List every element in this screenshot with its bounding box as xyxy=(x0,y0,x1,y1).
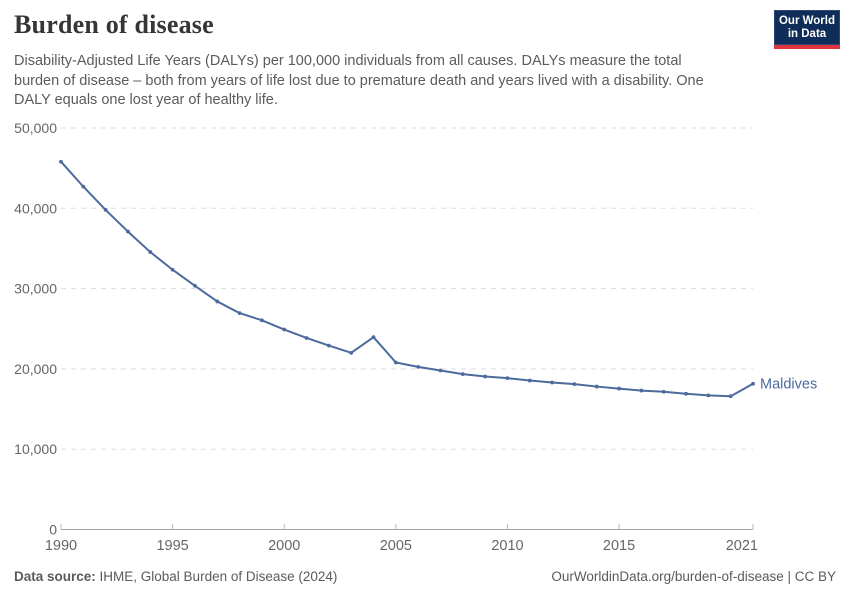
credit-text: OurWorldinData.org/burden-of-disease | C… xyxy=(551,569,836,584)
page-title: Burden of disease xyxy=(14,10,214,39)
data-point xyxy=(550,380,554,385)
data-point xyxy=(617,386,621,391)
data-point xyxy=(728,394,733,399)
data-point xyxy=(282,327,287,332)
logo-line-2: in Data xyxy=(787,28,827,40)
data-point xyxy=(483,374,488,379)
data-source-label: Data source: xyxy=(14,569,96,584)
y-tick-label: 30,000 xyxy=(14,281,57,297)
data-point xyxy=(193,283,197,288)
x-tick-label: 1995 xyxy=(156,538,188,554)
logo-line-1: Our World xyxy=(778,15,835,27)
y-tick-label: 20,000 xyxy=(14,361,57,377)
x-tick-label: 2010 xyxy=(491,538,523,554)
data-point xyxy=(59,159,63,164)
data-point xyxy=(260,318,264,323)
y-tick-label: 40,000 xyxy=(14,200,57,216)
chart-footer: Data source: IHME, Global Burden of Dise… xyxy=(14,569,836,584)
data-point xyxy=(572,382,577,387)
data-point xyxy=(81,184,86,189)
x-tick-label: 2000 xyxy=(268,538,300,554)
data-point xyxy=(371,335,376,340)
data-point xyxy=(103,208,108,212)
data-point xyxy=(170,267,175,272)
data-point xyxy=(594,384,599,389)
y-tick-label: 0 xyxy=(49,522,57,538)
subtitle-line: burden of disease – both from years of l… xyxy=(14,72,704,89)
line-chart-canvas: 0 10,000 20,000 30,000 40,000 50,000 1990 1995 2… xyxy=(14,120,817,554)
subtitle-line: DALY equals one lost year of healthy lif… xyxy=(14,92,278,108)
data-point xyxy=(416,364,421,369)
data-point xyxy=(237,311,242,315)
data-point xyxy=(126,229,130,234)
chart-subtitle: Disability-Adjusted Life Years (DALYs) p… xyxy=(14,52,704,111)
x-tick-label: 1990 xyxy=(45,538,77,554)
x-tick-label: 2005 xyxy=(380,538,412,554)
x-tick-label: 2021 xyxy=(726,538,758,554)
y-tick-label: 50,000 xyxy=(14,120,57,136)
x-tick-label: 2015 xyxy=(603,538,635,554)
data-point xyxy=(349,350,354,355)
series-end-label: Maldives xyxy=(760,376,817,392)
y-tick-label: 10,000 xyxy=(14,441,57,457)
data-source-value: IHME, Global Burden of Disease (2024) xyxy=(95,569,338,584)
subtitle-line: Disability-Adjusted Life Years (DALYs) p… xyxy=(14,53,682,69)
data-point xyxy=(661,389,666,394)
data-point xyxy=(148,250,153,254)
data-point xyxy=(460,372,465,377)
data-point xyxy=(326,343,331,348)
data-point xyxy=(505,376,510,381)
data-point xyxy=(639,388,644,393)
data-point xyxy=(751,381,755,386)
data-point xyxy=(527,378,532,383)
owid-logo-text: Our World in Data xyxy=(774,15,840,41)
data-point xyxy=(393,360,398,365)
data-source-text: Data source: IHME, Global Burden of Dise… xyxy=(14,569,337,584)
owid-logo[interactable]: Our World in Data xyxy=(774,10,840,49)
data-point xyxy=(438,368,443,373)
data-point xyxy=(684,391,688,396)
data-line xyxy=(60,160,754,398)
data-point xyxy=(706,393,711,398)
data-point xyxy=(304,336,309,340)
data-point xyxy=(215,299,220,304)
